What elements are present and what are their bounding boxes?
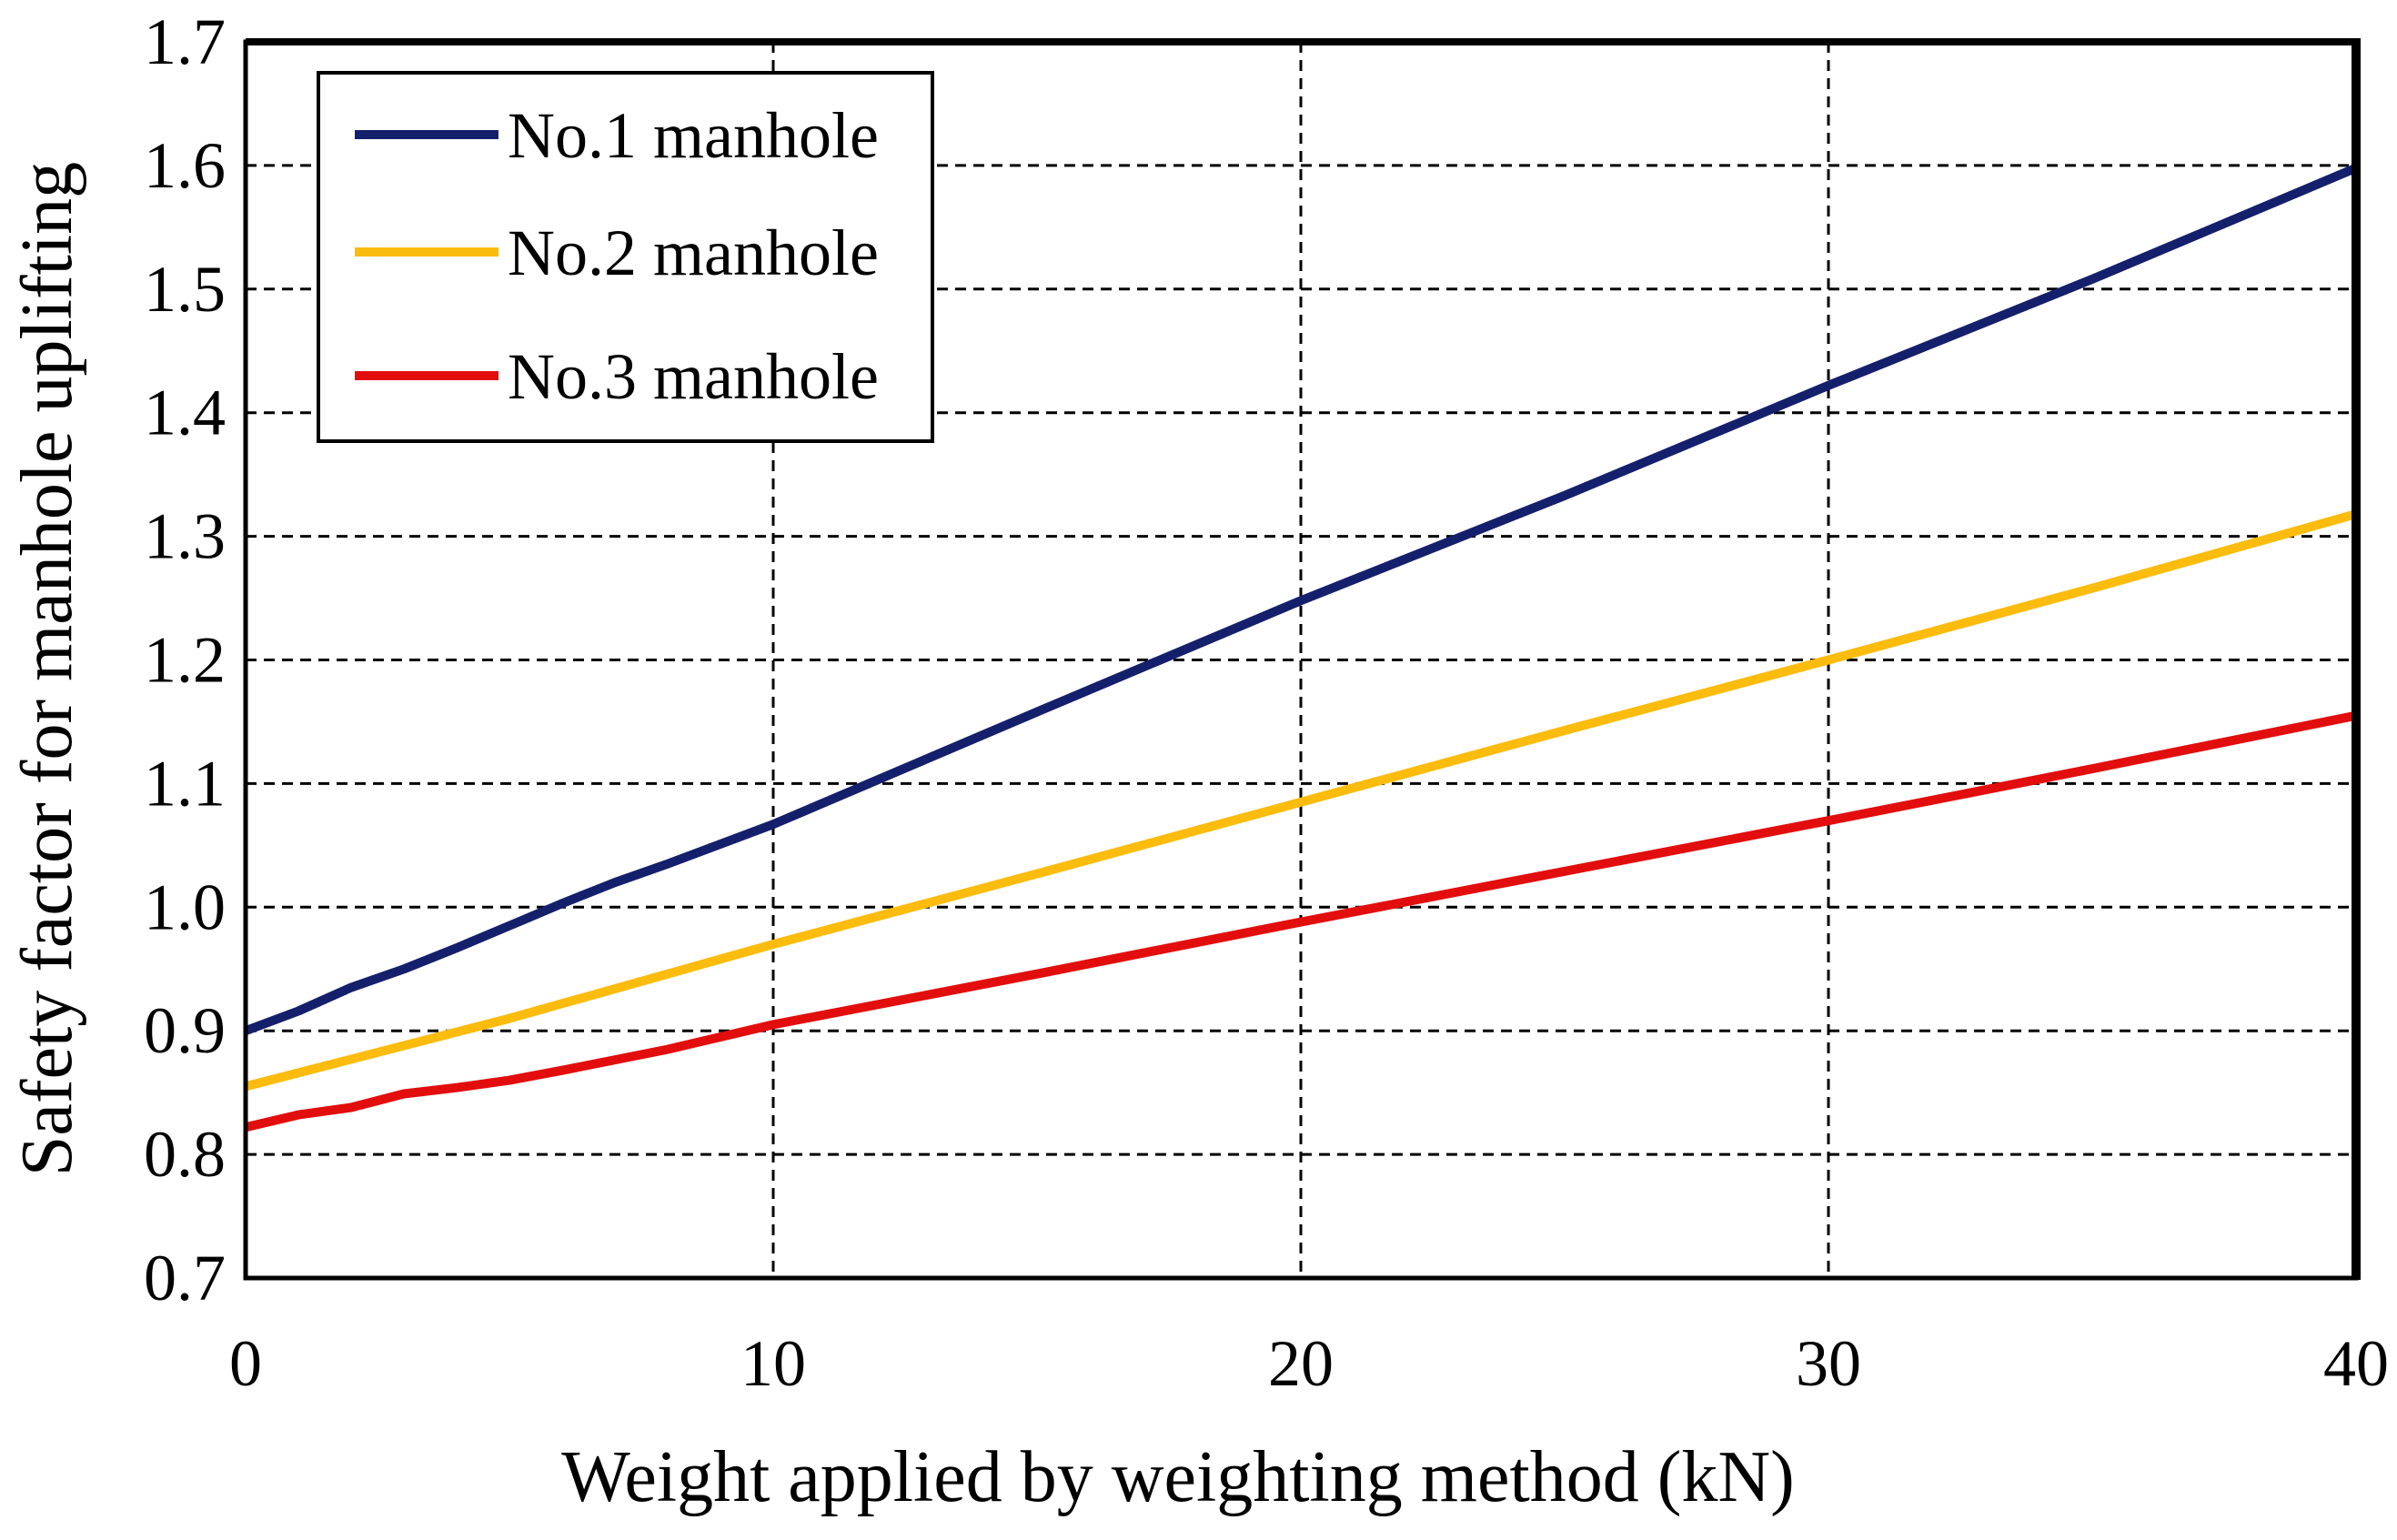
x-tick-label: 40	[2323, 1327, 2389, 1400]
y-tick-label: 1.3	[144, 500, 226, 573]
y-tick-label: 1.4	[144, 377, 226, 449]
y-tick-label: 1.5	[144, 253, 226, 326]
y-tick-label: 0.8	[144, 1118, 226, 1191]
series-line-no3-manhole	[244, 710, 2357, 1132]
series-line-no1-manhole	[244, 163, 2358, 1035]
series-group	[244, 163, 2358, 1132]
legend-label-no3: No.3 manhole	[508, 340, 879, 413]
legend-label-no1: No.1 manhole	[508, 99, 879, 172]
y-tick-labels: 0.7 0.8 0.9 1.0 1.1 1.2 1.3 1.4 1.5 1.6 1.7	[144, 5, 226, 1314]
y-tick-label: 1.2	[144, 624, 226, 697]
y-axis-title: Safety factor for manhole uplifting	[7, 162, 87, 1176]
x-tick-labels: 0 10 20 30 40	[229, 1327, 2389, 1400]
x-tick-label: 20	[1268, 1327, 1334, 1400]
x-tick-label: 10	[740, 1327, 806, 1400]
legend-label-no2: No.2 manhole	[508, 216, 879, 289]
y-tick-label: 1.0	[144, 871, 226, 943]
x-tick-label: 0	[229, 1327, 262, 1400]
x-tick-label: 30	[1796, 1327, 1861, 1400]
y-tick-label: 1.6	[144, 129, 226, 202]
y-tick-label: 0.7	[144, 1242, 226, 1314]
y-tick-label: 1.1	[144, 747, 226, 820]
x-axis-title: Weight applied by weighting method (kN)	[561, 1437, 1795, 1517]
series-line-no2-manhole	[244, 509, 2358, 1092]
y-tick-label: 1.7	[144, 5, 226, 78]
legend: No.1 manhole No.2 manhole No.3 manhole	[317, 71, 934, 443]
y-tick-label: 0.9	[144, 994, 226, 1067]
